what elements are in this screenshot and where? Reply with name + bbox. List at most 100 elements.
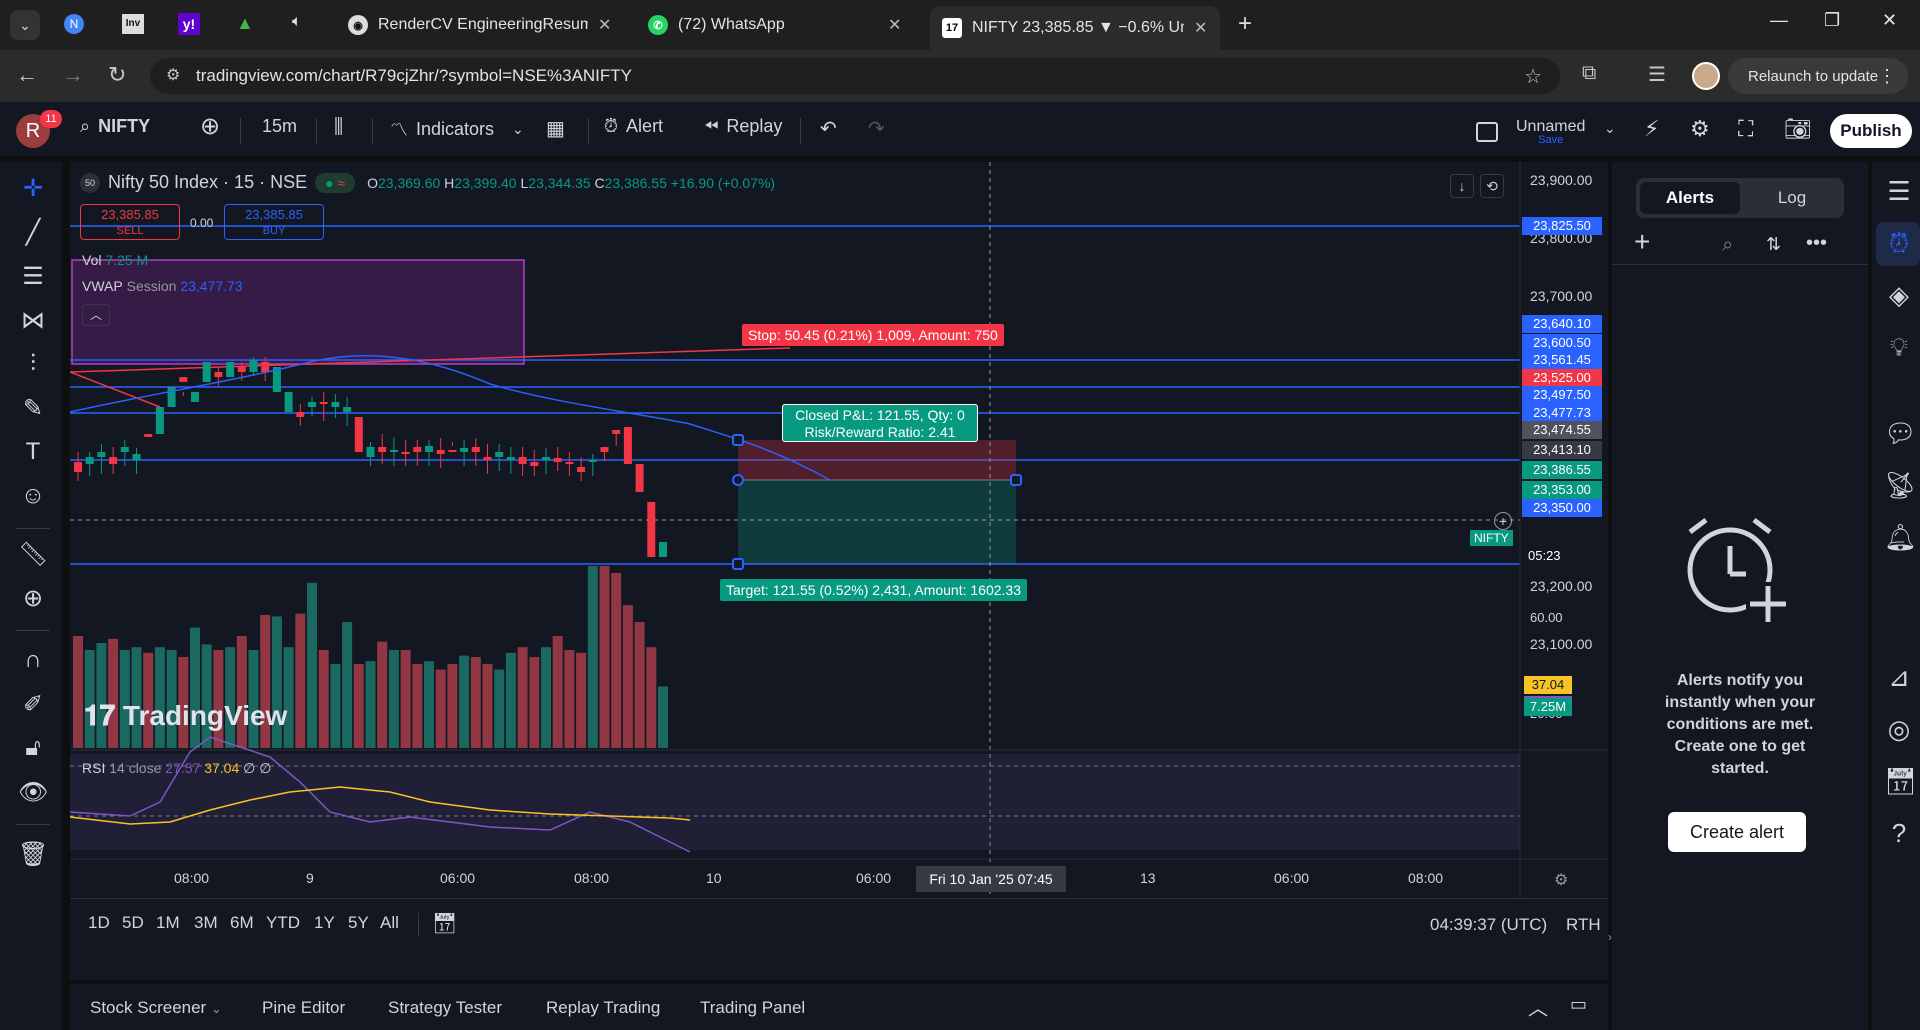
chevron-up-icon[interactable]: ︿ — [1528, 998, 1548, 1020]
add-alert-icon[interactable]: + — [1494, 512, 1512, 530]
more-icon[interactable]: ••• — [1806, 232, 1828, 254]
fib-icon[interactable]: ☰ — [22, 263, 44, 290]
avatar[interactable] — [1692, 62, 1720, 90]
bookmark-star-icon[interactable]: ☆ — [1524, 66, 1542, 88]
range-button[interactable]: 5Y — [348, 913, 369, 932]
axis-settings-icon[interactable]: ⚙ — [1554, 872, 1569, 889]
site-info-icon[interactable]: ⚙ — [166, 67, 181, 84]
volume-legend[interactable]: Vol 7.25 M — [82, 252, 149, 268]
stay-drawing-icon[interactable]: ✐ — [22, 691, 44, 718]
interval-button[interactable]: 15m — [262, 116, 298, 136]
settings-icon[interactable]: ⚙ — [1690, 116, 1710, 141]
fullscreen-icon[interactable]: ⛶ — [1738, 116, 1754, 141]
pinned-tab-icon[interactable]: ▲ — [236, 13, 254, 33]
candles-icon[interactable]: ⫼ — [334, 116, 344, 138]
range-button[interactable]: 3M — [194, 913, 218, 932]
quick-search-icon[interactable]: ⚡︎ — [1644, 116, 1660, 141]
eye-icon[interactable]: 👁︎ — [18, 779, 49, 806]
pinned-tab-icon[interactable]: y! — [178, 13, 200, 35]
range-button[interactable]: YTD — [266, 913, 300, 932]
tab-search-icon[interactable]: ⌄ — [10, 10, 40, 40]
back-icon[interactable]: ← — [16, 62, 38, 87]
chart-canvas[interactable] — [70, 162, 1608, 898]
range-button[interactable]: All — [380, 913, 399, 932]
calendar-icon[interactable]: 📅︎ — [1884, 766, 1918, 796]
chat-icon[interactable]: 💬︎ — [1884, 418, 1918, 448]
maximize-panel-icon[interactable]: ▭ — [1570, 994, 1588, 1014]
browser-tab-active[interactable]: 17 NIFTY 23,385.85 ▼ −0.6% Unna ✕ — [930, 6, 1220, 50]
forecast-icon[interactable]: ⫶ — [30, 350, 36, 377]
search-icon[interactable]: ⌕ — [1722, 234, 1734, 256]
chevron-down-icon[interactable]: ⌄ — [1604, 120, 1616, 136]
market-status-icon[interactable]: ● ≈ — [315, 172, 356, 193]
chart-title[interactable]: Nifty 50 Index · 15 · NSE — [108, 172, 308, 192]
ruler-icon[interactable]: 📏︎ — [18, 541, 49, 568]
symbol-search[interactable]: ⌕ NIFTY — [80, 116, 150, 137]
close-icon[interactable]: ✕ — [598, 17, 612, 34]
collapse-legend-button[interactable]: ︿ — [82, 304, 110, 326]
maximize-pane-icon[interactable]: ⟲ — [1480, 174, 1504, 198]
redo-icon[interactable]: ↷ — [868, 118, 885, 140]
create-alert-button[interactable]: Create alert — [1668, 812, 1806, 852]
trend-line-icon[interactable]: ╱ — [25, 219, 41, 246]
alerts-icon[interactable]: ⏰︎ — [1888, 228, 1910, 258]
trash-icon[interactable]: 🗑︎ — [18, 841, 49, 868]
layout-grid-icon[interactable]: ▦ — [546, 118, 565, 140]
tab-trading-panel[interactable]: Trading Panel — [700, 998, 806, 1017]
tab-log[interactable]: Log — [1777, 188, 1807, 207]
extensions-icon[interactable]: ⧉ — [1582, 62, 1597, 84]
magnet-icon[interactable]: ∩ — [24, 646, 42, 673]
chart-pane[interactable]: 50 Nifty 50 Index · 15 · NSE ● ≈ O23,369… — [70, 162, 1608, 898]
pinned-tab-icon[interactable]: Inv — [122, 14, 144, 34]
range-button[interactable]: 6M — [230, 913, 254, 932]
collapse-right-panel-icon[interactable]: › — [1608, 930, 1612, 944]
browser-tab[interactable]: ✆ (72) WhatsApp ✕ — [636, 8, 926, 42]
range-button[interactable]: 1M — [156, 913, 180, 932]
reload-icon[interactable]: ↻ — [108, 62, 127, 87]
layout-name[interactable]: Unnamed Save — [1516, 118, 1585, 146]
zoom-in-icon[interactable]: ⊕ — [22, 585, 44, 612]
notifications-icon[interactable]: 🔔︎ — [1884, 522, 1918, 552]
clock-label[interactable]: 04:39:37 (UTC) — [1430, 915, 1548, 934]
media-icon[interactable]: ☰ — [1648, 64, 1666, 86]
speaker-icon[interactable]: 🔈︎ — [292, 13, 302, 30]
indicators-button[interactable]: 〽 Indicators ⌄ — [390, 116, 524, 142]
forward-icon[interactable]: → — [62, 62, 84, 87]
brush-icon[interactable]: ✎ — [22, 395, 44, 422]
crosshair-icon[interactable]: ✛ — [22, 175, 44, 202]
drawing-templates-icon[interactable]: ⊿ — [1888, 662, 1910, 692]
rsi-legend[interactable]: RSI 14 close 27.57 37.04 ∅ ∅ — [82, 760, 272, 776]
new-tab-button[interactable]: + — [1238, 10, 1253, 37]
alert-button[interactable]: ⏰︎ Alert — [604, 116, 663, 137]
scroll-down-icon[interactable]: ↓ — [1450, 174, 1474, 198]
maximize-button[interactable]: ❐ — [1824, 10, 1841, 30]
range-button[interactable]: 1D — [88, 913, 110, 932]
watchlist-icon[interactable]: ☰ — [1887, 176, 1911, 206]
compare-add-icon[interactable]: ⊕ — [200, 113, 221, 140]
emoji-icon[interactable]: ☺ — [20, 482, 46, 509]
close-icon[interactable]: ✕ — [888, 17, 902, 34]
camera-icon[interactable]: 📷︎ — [1784, 116, 1812, 141]
replay-button[interactable]: ⏪︎ Replay — [704, 116, 782, 137]
range-button[interactable]: 5D — [122, 913, 144, 932]
session-label[interactable]: RTH — [1566, 915, 1601, 934]
help-icon[interactable]: ? — [1891, 818, 1907, 848]
publish-button[interactable]: Publish — [1830, 114, 1912, 148]
tab-alerts[interactable]: Alerts — [1640, 182, 1740, 214]
streams-icon[interactable]: 📡︎ — [1884, 470, 1918, 500]
kebab-menu-icon[interactable]: ⋮ — [1878, 65, 1896, 86]
url-input[interactable]: ⚙ tradingview.com/chart/R79cjZhr/?symbol… — [150, 58, 1560, 94]
buy-button[interactable]: 23,385.85 BUY — [224, 204, 324, 240]
lock-icon[interactable]: 🔓︎ — [25, 734, 41, 761]
sort-icon[interactable]: ⇅ — [1766, 234, 1782, 254]
text-icon[interactable]: T — [25, 438, 41, 465]
range-button[interactable]: 1Y — [314, 913, 335, 932]
browser-tab[interactable]: ◉ RenderCV EngineeringResumes ✕ — [336, 8, 636, 42]
add-alert-button[interactable]: + — [1634, 226, 1651, 257]
layout-icon[interactable] — [1476, 122, 1498, 142]
vwap-legend[interactable]: VWAP Session 23,477.73 — [82, 278, 243, 294]
minimize-button[interactable]: — — [1770, 10, 1788, 30]
tab-strategy-tester[interactable]: Strategy Tester — [388, 998, 503, 1017]
ideas-icon[interactable]: 💡︎ — [1889, 332, 1909, 362]
layers-icon[interactable]: ◈ — [1889, 280, 1909, 310]
